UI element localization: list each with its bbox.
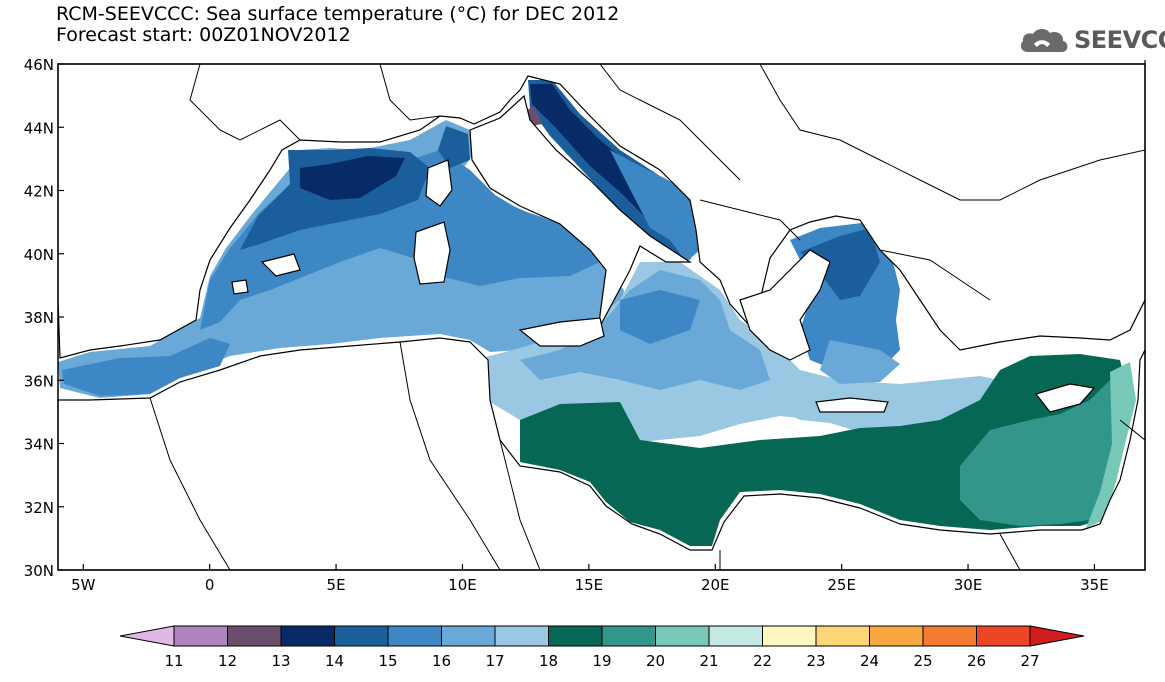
cloud-icon <box>1020 28 1068 52</box>
colorbar-tick-label: 26 <box>967 652 986 670</box>
sst-adriatic-16 <box>610 150 700 262</box>
colorbar-tick-label: 13 <box>271 652 290 670</box>
colorbar-segment <box>280 625 335 647</box>
lat-label: 44N <box>24 119 54 137</box>
colorbar-segment <box>976 625 1031 647</box>
colorbar-tick-label: 24 <box>860 652 879 670</box>
colorbar-segment <box>173 625 228 647</box>
colorbar-segment <box>708 625 763 647</box>
borders <box>149 63 1146 571</box>
colorbar-segment <box>441 625 496 647</box>
sst-aegean-15 <box>800 228 880 300</box>
lat-label: 38N <box>24 309 54 327</box>
colorbar-segment <box>494 625 549 647</box>
lon-label: 30E <box>954 576 983 594</box>
colorbar-tick-label: 25 <box>913 652 932 670</box>
sst-levant-21 <box>1086 362 1136 528</box>
sst-aegean-17 <box>820 340 900 384</box>
colorbar-tick-label: 19 <box>592 652 611 670</box>
colorbar-tick-label: 21 <box>699 652 718 670</box>
sst-ionian-16b <box>620 290 700 344</box>
land-mallorca-small <box>231 279 249 295</box>
lat-label: 34N <box>24 436 54 454</box>
land-greece <box>739 249 831 361</box>
sst-ligurian-15 <box>438 126 470 168</box>
lon-label: 0 <box>205 576 215 594</box>
colorbar-tick-label: 18 <box>539 652 558 670</box>
sst-tyrrhenian-16 <box>470 180 590 262</box>
land-sicily <box>518 317 605 347</box>
colorbar-segment <box>334 625 389 647</box>
colorbar-segment <box>922 625 977 647</box>
colorbar-segment <box>601 625 656 647</box>
sst-gulf-lion-14 <box>300 156 405 200</box>
land-italy <box>469 94 693 331</box>
latitude-axis: 46N 44N 42N 40N 38N 36N 34N 32N 30N <box>24 56 64 580</box>
colorbar-segment <box>762 625 817 647</box>
logo-text: SEEVCCC <box>1074 26 1165 54</box>
colorbar-tick-label: 15 <box>378 652 397 670</box>
colorbar-tick-label: 11 <box>164 652 183 670</box>
title-line-2: Forecast start: 00Z01NOV2012 <box>56 24 351 46</box>
colorbar-tick-label: 14 <box>325 652 344 670</box>
colorbar-low-arrow <box>119 625 175 647</box>
colorbar-tick-label: 17 <box>485 652 504 670</box>
seevccc-logo: SEEVCCC <box>1018 24 1165 56</box>
colorbar: 11 12 13 14 15 16 17 18 19 20 21 22 23 24 25 26 27 <box>119 625 1085 670</box>
lon-label: 20E <box>701 576 730 594</box>
lon-label: 5E <box>327 576 346 594</box>
land-crete <box>815 397 889 413</box>
lat-label: 32N <box>24 499 54 517</box>
colorbar-tick-label: 20 <box>646 652 665 670</box>
land <box>57 60 1146 571</box>
land-europe-north <box>57 60 1146 359</box>
lat-label: 40N <box>24 246 54 264</box>
colorbar-segment <box>548 625 603 647</box>
longitude-axis: 5W 0 5E 10E 15E 20E 25E 30E 35E <box>71 564 1109 594</box>
lon-label: 25E <box>827 576 856 594</box>
lon-label: 10E <box>448 576 477 594</box>
map-title: RCM-SEEVCCC: Sea surface temperature (°C… <box>56 4 619 46</box>
lat-label: 36N <box>24 372 54 390</box>
lon-label: 5W <box>71 576 96 594</box>
land-sardinia <box>413 221 451 285</box>
sst-levant-20 <box>960 380 1120 526</box>
colorbar-segment <box>655 625 710 647</box>
sst-alboran-16 <box>62 338 230 396</box>
lat-label: 46N <box>24 56 54 74</box>
colorbar-tick-label: 22 <box>753 652 772 670</box>
lon-label: 15E <box>575 576 604 594</box>
colorbar-high-arrow <box>1029 625 1085 647</box>
land-cyprus <box>1034 383 1096 413</box>
lat-label: 30N <box>24 562 54 580</box>
sst-adriatic-13 <box>524 106 542 126</box>
lat-label: 42N <box>24 183 54 201</box>
land-corsica <box>425 159 453 207</box>
colorbar-tick-label: 27 <box>1020 652 1039 670</box>
colorbar-tick-label: 12 <box>218 652 237 670</box>
lon-label: 35E <box>1080 576 1109 594</box>
colorbar-segment <box>869 625 924 647</box>
colorbar-tick-label: 16 <box>432 652 451 670</box>
colorbar-segment <box>387 625 442 647</box>
title-line-1: RCM-SEEVCCC: Sea surface temperature (°C… <box>56 3 620 25</box>
colorbar-segment <box>227 625 282 647</box>
colorbar-segment <box>815 625 870 647</box>
sst-field <box>58 80 1136 546</box>
land-africa <box>57 337 1146 571</box>
colorbar-tick-label: 23 <box>806 652 825 670</box>
land-balearic <box>260 253 301 277</box>
